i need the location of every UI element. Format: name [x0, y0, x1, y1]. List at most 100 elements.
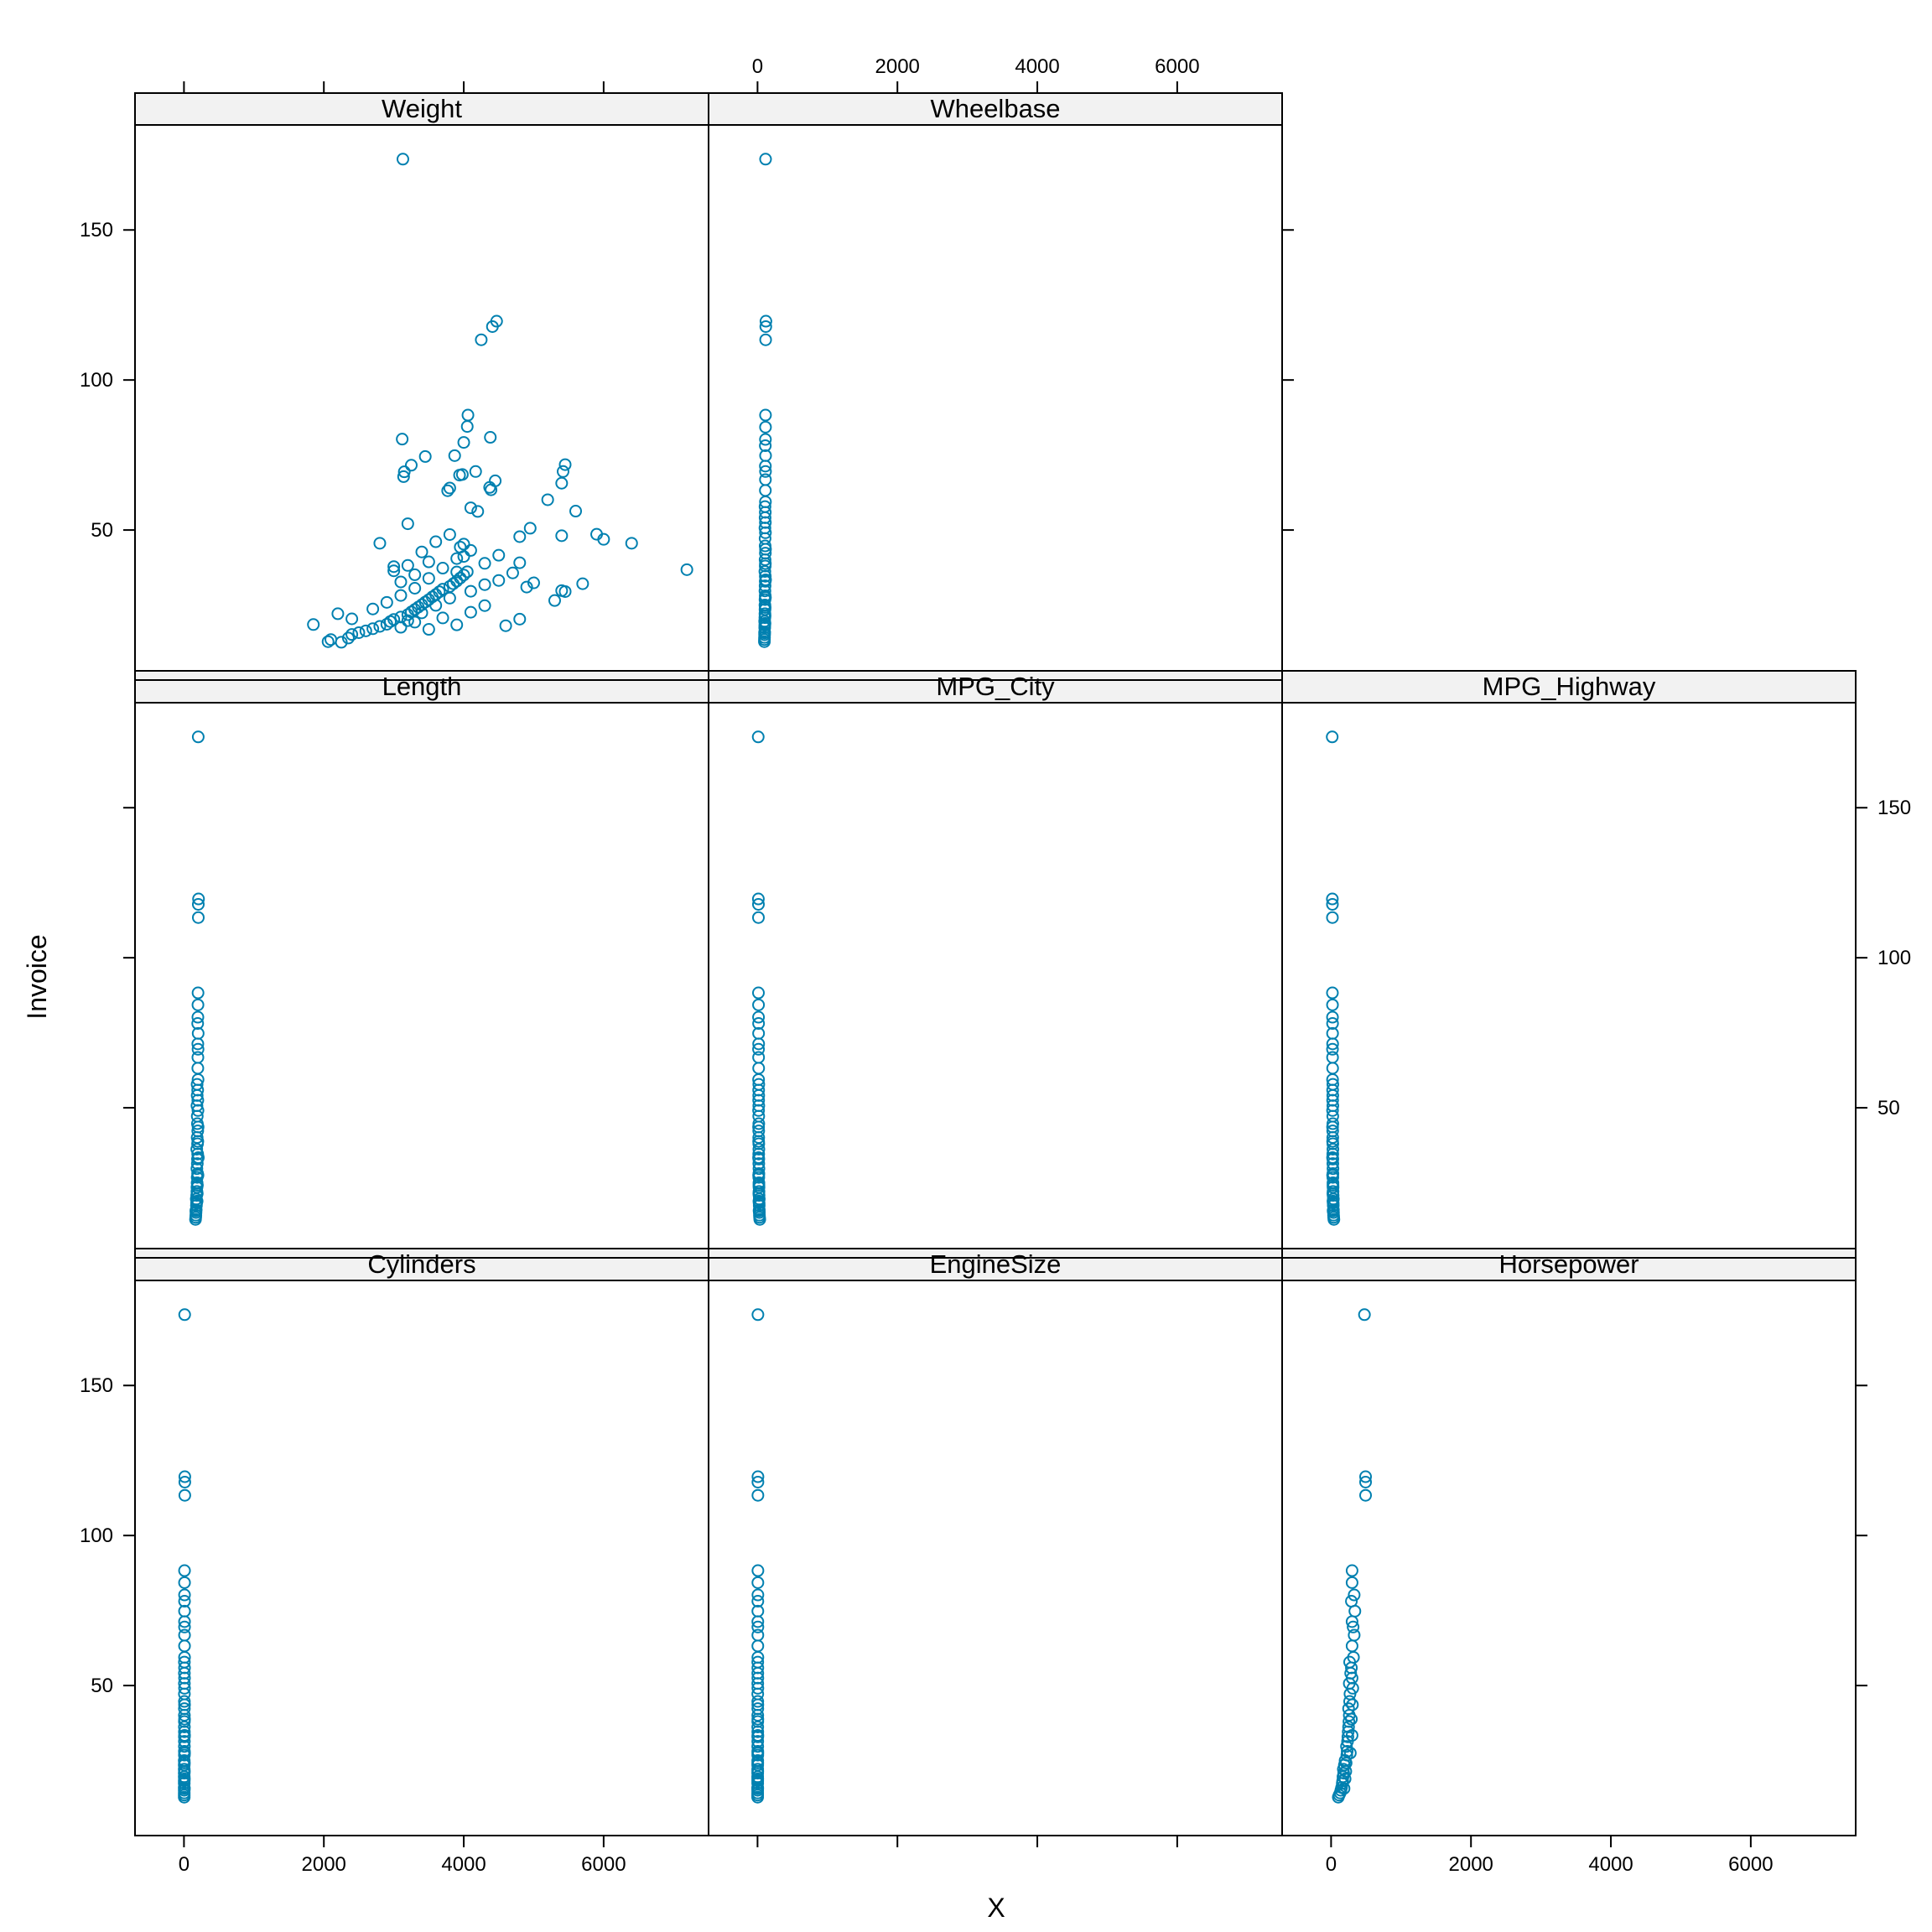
data-point — [422, 555, 435, 569]
data-point — [1348, 1588, 1361, 1602]
data-point — [1327, 1194, 1340, 1208]
data-point — [1359, 1488, 1373, 1502]
panel-strip-label: Wheelbase — [930, 94, 1060, 123]
data-point — [396, 153, 409, 166]
data-point — [680, 563, 693, 576]
data-point — [191, 1169, 205, 1182]
data-point — [441, 484, 454, 497]
data-point — [752, 1062, 766, 1075]
panel-strip — [134, 92, 709, 126]
data-point — [751, 986, 765, 1000]
data-point — [751, 1712, 765, 1726]
data-point — [1326, 897, 1339, 911]
data-point — [576, 577, 589, 590]
data-point — [178, 1620, 191, 1633]
data-point — [471, 505, 485, 518]
data-point — [499, 619, 512, 632]
data-point — [450, 552, 464, 565]
data-point — [191, 1051, 205, 1064]
data-point — [191, 986, 205, 1000]
data-point — [758, 500, 771, 513]
y-tick-label: 150 — [1877, 797, 1911, 819]
data-point — [478, 557, 491, 570]
data-point — [1358, 1308, 1371, 1322]
data-point — [1345, 1595, 1358, 1608]
data-point — [475, 333, 488, 346]
data-point — [751, 1698, 765, 1711]
data-point — [492, 548, 506, 562]
panel-strip-label: MPG_City — [936, 672, 1055, 701]
data-point — [178, 1712, 191, 1726]
panel-frame — [1281, 1248, 1857, 1836]
data-point — [178, 1488, 191, 1502]
panel-frame — [708, 1248, 1283, 1836]
panel-wheelbase: Wheelbase — [708, 92, 1283, 681]
data-point — [759, 439, 772, 453]
data-point — [455, 468, 469, 481]
data-point — [1326, 1169, 1339, 1182]
data-point — [1326, 1010, 1339, 1024]
data-point — [1326, 1042, 1339, 1056]
data-point — [178, 1655, 191, 1669]
panel-mpg-city: MPG_City — [708, 670, 1283, 1259]
data-point — [460, 420, 474, 434]
data-point — [751, 1628, 765, 1642]
x-tick-label: 0 — [1326, 1853, 1337, 1876]
data-point — [752, 1042, 766, 1056]
data-point — [415, 545, 428, 558]
data-point — [752, 1135, 766, 1148]
data-point — [178, 1308, 191, 1322]
data-point — [190, 1187, 204, 1200]
data-point — [178, 1475, 191, 1488]
data-point — [191, 730, 205, 744]
data-point — [527, 576, 540, 589]
data-point — [325, 633, 338, 647]
data-point — [191, 1120, 205, 1134]
data-point — [422, 623, 435, 636]
data-point — [758, 616, 771, 630]
x-tick-label: 6000 — [1728, 1853, 1773, 1876]
data-point — [461, 408, 475, 422]
data-point — [307, 618, 320, 631]
data-point — [401, 614, 414, 627]
data-point — [759, 484, 772, 497]
panel-strip-label: Cylinders — [367, 1249, 475, 1279]
data-point — [447, 577, 460, 590]
data-point — [192, 892, 205, 906]
data-point — [345, 612, 359, 626]
data-point — [1326, 998, 1339, 1011]
data-point — [394, 589, 408, 602]
x-tick-label: 4000 — [1015, 55, 1059, 78]
data-point — [443, 591, 456, 605]
data-point — [751, 897, 765, 911]
panel-strip — [708, 92, 1283, 126]
panel-strip-label: Length — [382, 672, 462, 701]
data-point — [1347, 1620, 1360, 1633]
data-point — [178, 1772, 191, 1785]
data-point — [1359, 1475, 1373, 1488]
data-point — [178, 1747, 191, 1760]
data-point — [751, 1639, 765, 1653]
data-point — [752, 1150, 766, 1164]
panel-frame — [134, 670, 709, 1259]
data-point — [1343, 1695, 1356, 1708]
data-point — [457, 436, 470, 449]
data-point — [178, 1698, 191, 1711]
panel-mpg-highway: MPG_Highway — [1281, 670, 1857, 1259]
data-point — [759, 433, 772, 446]
data-point — [548, 594, 561, 607]
data-point — [1326, 911, 1339, 924]
x-tick-label: 2000 — [875, 55, 920, 78]
x-tick-label: 4000 — [1588, 1853, 1633, 1876]
data-point — [191, 1042, 205, 1056]
data-point — [597, 532, 610, 546]
data-point — [352, 626, 366, 639]
data-point — [555, 476, 569, 490]
data-point — [751, 1747, 765, 1760]
panel-frame — [134, 1248, 709, 1836]
data-point — [569, 505, 583, 518]
data-point — [418, 449, 432, 463]
data-point — [331, 607, 345, 621]
data-point — [752, 1169, 766, 1182]
data-point — [752, 1010, 766, 1024]
